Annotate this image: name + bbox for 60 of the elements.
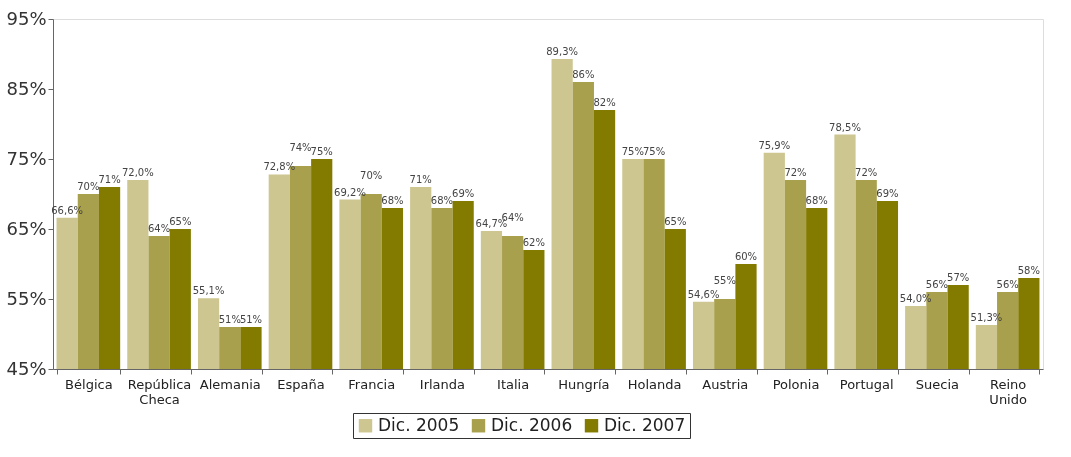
data-label: 72,8% [263, 161, 296, 173]
x-tick-label: Holanda [627, 376, 682, 392]
data-label: 51% [239, 314, 263, 325]
y-tick-label: 75% [6, 147, 47, 169]
data-label: 89,3% [546, 45, 579, 57]
data-label: 71% [409, 174, 432, 185]
data-label: 55,1% [192, 285, 225, 297]
data-label: 56% [925, 279, 949, 290]
data-label: 75% [621, 146, 644, 157]
x-tick-label: Hungría [558, 376, 610, 392]
legend-label: Dic. 2005 [378, 414, 460, 435]
data-label: 68% [430, 195, 454, 206]
data-label: 70% [77, 181, 100, 192]
data-label: 72% [784, 167, 807, 178]
data-label: 68% [381, 195, 404, 206]
data-label: 70% [360, 170, 383, 181]
data-label: 72% [855, 167, 878, 178]
y-tick-label: 55% [6, 287, 47, 309]
data-label: 75% [642, 146, 666, 157]
y-tick-label: 65% [6, 217, 47, 239]
data-label: 75% [310, 146, 333, 157]
data-label: 65% [169, 216, 192, 227]
data-label: 57% [947, 272, 970, 283]
data-label: 54,6% [687, 288, 720, 300]
x-tick-label: Alemania [199, 376, 261, 392]
data-label: 71% [98, 174, 121, 185]
data-label: 68% [805, 195, 828, 206]
data-label: 51% [218, 314, 241, 325]
data-label: 62% [522, 237, 545, 248]
data-label: 64% [147, 223, 171, 234]
x-tick-label: Francia [348, 376, 396, 392]
data-label: 58% [1017, 265, 1040, 276]
data-label: 69,2% [334, 186, 366, 198]
data-label: 60% [734, 251, 758, 262]
data-label: 75,9% [758, 139, 791, 151]
data-label: 69% [876, 188, 899, 199]
x-tick-label: República Checa [127, 376, 192, 407]
data-label: 86% [572, 69, 595, 80]
legend-label: Dic. 2006 [491, 414, 573, 435]
data-label: 82% [593, 97, 616, 108]
data-label: 65% [664, 216, 687, 227]
data-label: 72,0% [121, 167, 154, 178]
x-tick-label: Irlanda [419, 376, 466, 392]
data-label: 56% [996, 279, 1019, 290]
x-tick-label: Italia [497, 376, 530, 392]
x-tick-label: Polonia [772, 376, 820, 392]
y-tick-label: 45% [6, 357, 47, 379]
x-tick-label: Bélgica [65, 376, 113, 392]
y-tick-label: 85% [6, 77, 47, 99]
data-label: 64,7% [475, 218, 508, 230]
x-tick-label: Portugal [839, 376, 894, 392]
x-tick-label: Suecia [915, 376, 960, 392]
data-label: 78,5% [829, 121, 861, 133]
x-tick-label: Reino Unido [989, 376, 1027, 407]
y-tick-label: 95% [6, 7, 47, 29]
data-label: 69% [452, 188, 475, 199]
data-label: 74% [289, 142, 312, 153]
x-tick-label: España [277, 376, 325, 392]
x-tick-label: Austria [702, 376, 749, 392]
legend-label: Dic. 2007 [604, 414, 686, 435]
